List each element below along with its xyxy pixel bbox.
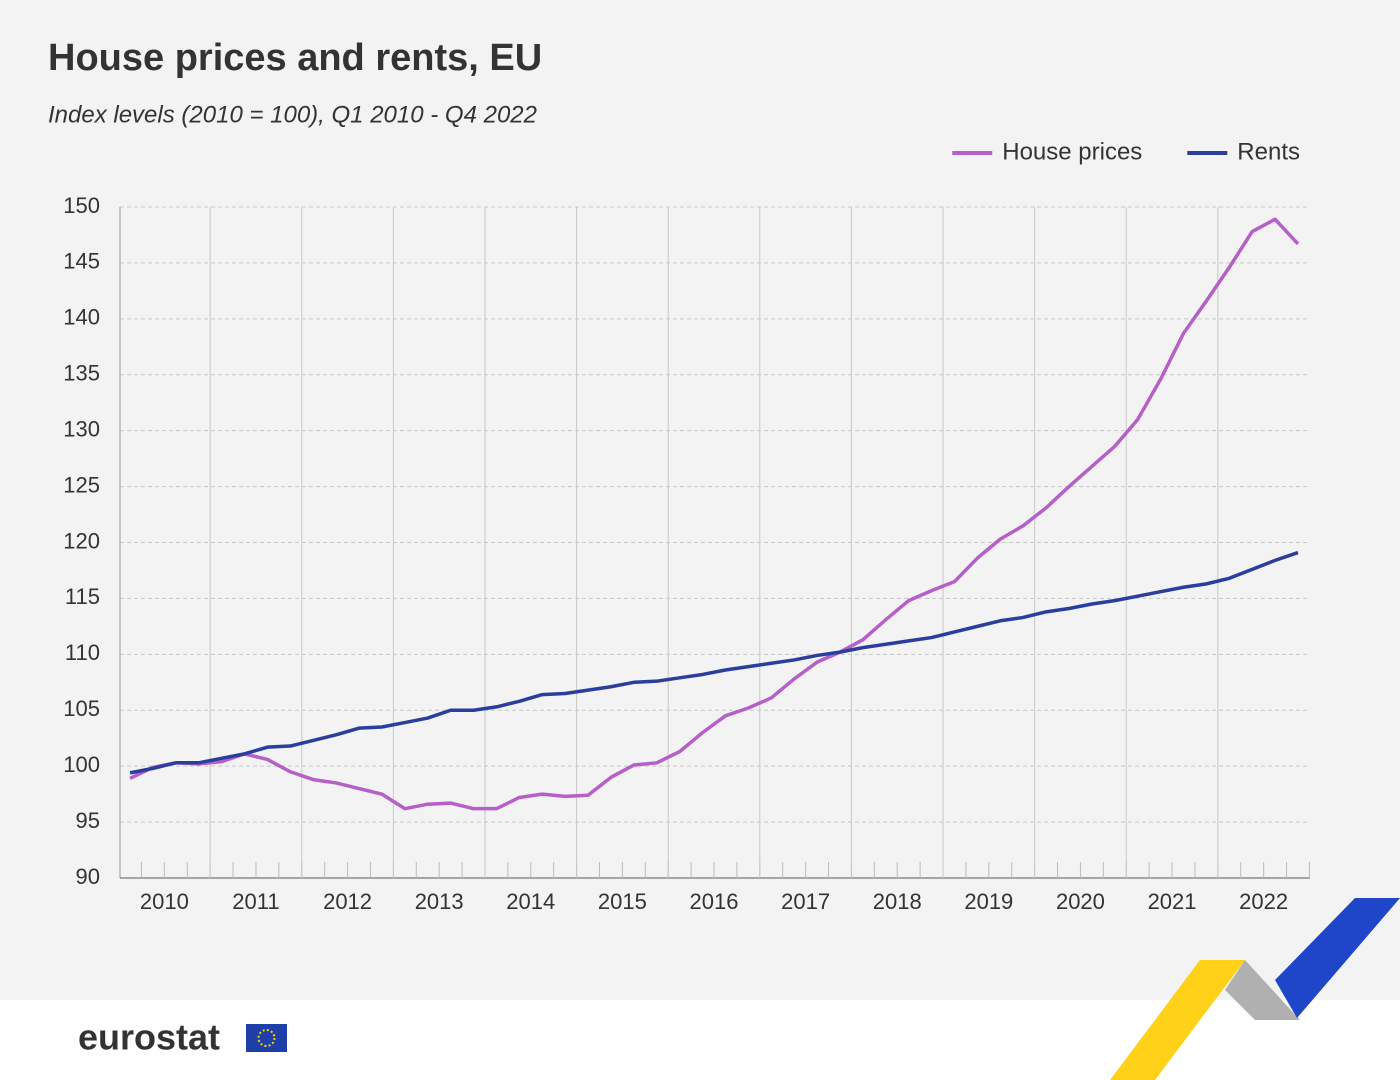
x-tick-label: 2022 bbox=[1239, 889, 1288, 914]
y-tick-label: 125 bbox=[63, 472, 100, 497]
y-tick-label: 135 bbox=[63, 361, 100, 386]
chart-subtitle: Index levels (2010 = 100), Q1 2010 - Q4 … bbox=[48, 101, 537, 128]
y-tick-label: 120 bbox=[63, 528, 100, 553]
y-tick-label: 95 bbox=[76, 808, 100, 833]
x-tick-label: 2018 bbox=[873, 889, 922, 914]
x-tick-label: 2014 bbox=[506, 889, 555, 914]
y-tick-label: 115 bbox=[65, 584, 100, 609]
line-series bbox=[129, 217, 1300, 811]
y-tick-label: 150 bbox=[63, 193, 100, 218]
x-tick-label: 2015 bbox=[598, 889, 647, 914]
x-tick-label: 2021 bbox=[1148, 889, 1197, 914]
x-tick-label: 2019 bbox=[964, 889, 1013, 914]
y-tick-label: 130 bbox=[63, 416, 100, 441]
decoration bbox=[1110, 898, 1400, 1080]
x-tick-label: 2020 bbox=[1056, 889, 1105, 914]
eu-flag bbox=[246, 1024, 287, 1052]
y-tick-label: 105 bbox=[63, 696, 100, 721]
x-tick-label: 2011 bbox=[232, 889, 279, 914]
y-tick-label: 100 bbox=[63, 752, 100, 777]
x-tick-label: 2017 bbox=[781, 889, 830, 914]
x-tick-label: 2012 bbox=[323, 889, 372, 914]
y-tick-label: 140 bbox=[63, 305, 100, 330]
eu-stars bbox=[257, 1029, 276, 1047]
x-tick-label: 2013 bbox=[415, 889, 464, 914]
y-tick-label: 145 bbox=[63, 249, 100, 274]
chart-title: House prices and rents, EU bbox=[48, 37, 542, 79]
background bbox=[0, 0, 1400, 1000]
logo-text: eurostat bbox=[78, 1017, 220, 1058]
y-tick-label: 110 bbox=[65, 640, 100, 665]
line-series bbox=[129, 550, 1299, 775]
x-tick-label: 2010 bbox=[140, 889, 189, 914]
x-tick-label: 2016 bbox=[690, 889, 739, 914]
y-tick-label: 90 bbox=[76, 864, 100, 889]
legend-label: Rents bbox=[1237, 138, 1300, 165]
legend-label: House prices bbox=[1002, 138, 1142, 165]
